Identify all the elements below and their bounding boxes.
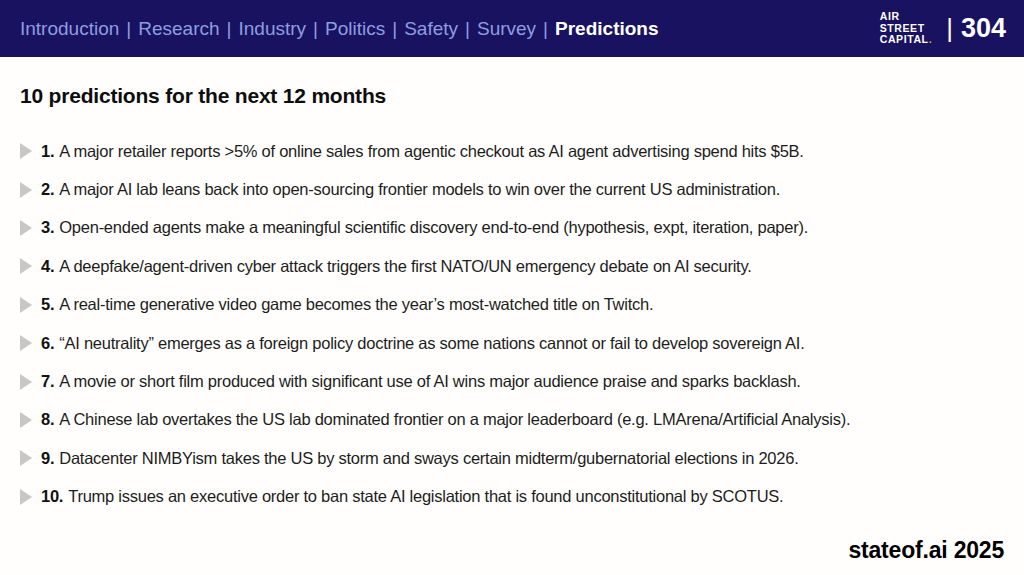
arrow-bullet-icon: [20, 450, 32, 466]
arrow-bullet-icon: [20, 489, 32, 505]
page-number: | 304: [946, 13, 1006, 44]
section-nav: Introduction | Research | Industry | Pol…: [20, 18, 659, 40]
page-title: 10 predictions for the next 12 months: [20, 84, 1006, 108]
arrow-bullet-icon: [20, 258, 32, 274]
footer: stateof.ai 2025: [848, 537, 1004, 564]
arrow-bullet-icon: [20, 374, 32, 390]
nav-item-survey[interactable]: Survey: [477, 18, 536, 40]
list-item: 7.A movie or short film produced with si…: [20, 362, 1006, 400]
predictions-list: 1.A major retailer reports >5% of online…: [20, 132, 1006, 516]
nav-item-industry[interactable]: Industry: [239, 18, 307, 40]
list-item: 4.A deepfake/agent-driven cyber attack t…: [20, 247, 1006, 285]
slide-page: { "header": { "nav": ["Introduction", "R…: [0, 0, 1024, 575]
prediction-text: 10.Trump issues an executive order to ba…: [41, 487, 783, 506]
arrow-bullet-icon: [20, 335, 32, 351]
nav-separator: |: [313, 18, 318, 40]
prediction-text: 8.A Chinese lab overtakes the US lab dom…: [41, 410, 850, 429]
air-street-capital-logo: AIR STREET CAPITAL.: [880, 11, 932, 46]
list-item: 10.Trump issues an executive order to ba…: [20, 478, 1006, 516]
nav-separator: |: [392, 18, 397, 40]
nav-item-safety[interactable]: Safety: [404, 18, 458, 40]
arrow-bullet-icon: [20, 182, 32, 198]
logo-orange-dot: .: [929, 33, 933, 45]
nav-item-introduction[interactable]: Introduction: [20, 18, 119, 40]
page-number-value: 304: [961, 13, 1006, 44]
arrow-bullet-icon: [20, 412, 32, 428]
prediction-text: 7.A movie or short film produced with si…: [41, 372, 801, 391]
brand-wordmark: stateof.ai 2025: [848, 537, 1004, 563]
page-number-separator: |: [946, 13, 953, 44]
nav-separator: |: [126, 18, 131, 40]
list-item: 2.A major AI lab leans back into open-so…: [20, 170, 1006, 208]
prediction-text: 6.“AI neutrality” emerges as a foreign p…: [41, 334, 805, 353]
list-item: 5.A real-time generative video game beco…: [20, 286, 1006, 324]
nav-separator: |: [543, 18, 548, 40]
nav-item-politics[interactable]: Politics: [325, 18, 385, 40]
header-right: AIR STREET CAPITAL. | 304: [880, 11, 1006, 46]
arrow-bullet-icon: [20, 143, 32, 159]
list-item: 1.A major retailer reports >5% of online…: [20, 132, 1006, 170]
prediction-text: 9.Datacenter NIMBYism takes the US by st…: [41, 449, 799, 468]
header-bar: Introduction | Research | Industry | Pol…: [0, 0, 1024, 57]
arrow-bullet-icon: [20, 220, 32, 236]
nav-separator: |: [465, 18, 470, 40]
list-item: 9.Datacenter NIMBYism takes the US by st…: [20, 439, 1006, 477]
slide-content: 10 predictions for the next 12 months 1.…: [0, 84, 1024, 516]
nav-item-research[interactable]: Research: [138, 18, 219, 40]
arrow-bullet-icon: [20, 297, 32, 313]
prediction-text: 2.A major AI lab leans back into open-so…: [41, 180, 780, 199]
list-item: 8.A Chinese lab overtakes the US lab dom…: [20, 401, 1006, 439]
prediction-text: 5.A real-time generative video game beco…: [41, 295, 653, 314]
prediction-text: 4.A deepfake/agent-driven cyber attack t…: [41, 257, 752, 276]
logo-line: CAPITAL.: [880, 34, 932, 46]
nav-item-predictions[interactable]: Predictions: [555, 18, 658, 40]
list-item: 3.Open-ended agents make a meaningful sc…: [20, 209, 1006, 247]
prediction-text: 1.A major retailer reports >5% of online…: [41, 142, 804, 161]
nav-separator: |: [227, 18, 232, 40]
list-item: 6.“AI neutrality” emerges as a foreign p…: [20, 324, 1006, 362]
prediction-text: 3.Open-ended agents make a meaningful sc…: [41, 218, 808, 237]
